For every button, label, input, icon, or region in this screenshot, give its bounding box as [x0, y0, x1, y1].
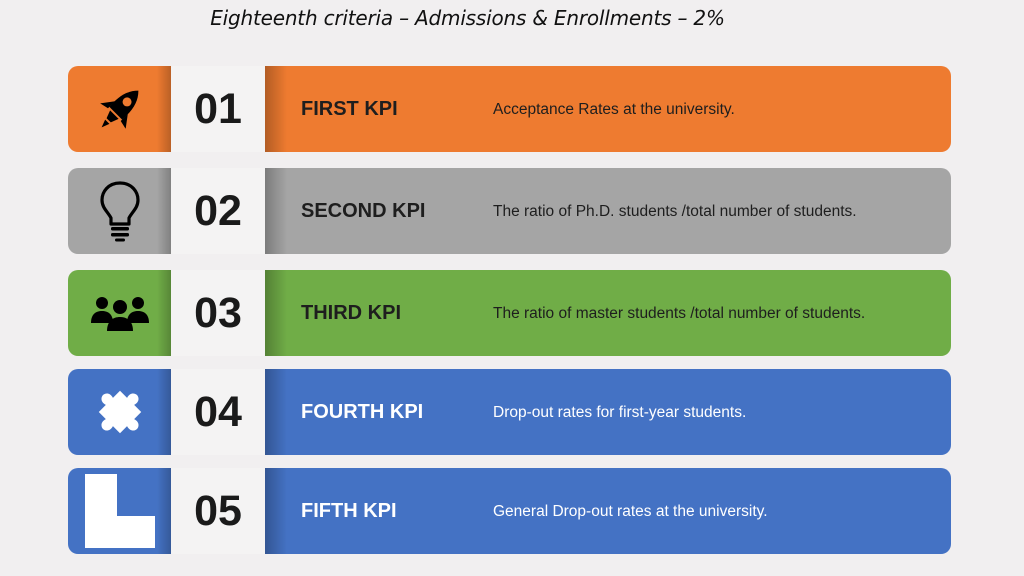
- kpi-row-4: 04 FOURTH KPI Drop-out rates for first-y…: [68, 369, 951, 455]
- kpi-description: Acceptance Rates at the university.: [493, 100, 735, 118]
- kpi-number: 02: [171, 168, 265, 254]
- page-title: Eighteenth criteria – Admissions & Enrol…: [210, 6, 725, 30]
- kpi-row-2: 02 SECOND KPI The ratio of Ph.D. student…: [68, 168, 951, 254]
- kpi-number: 04: [171, 369, 265, 455]
- kpi-number: 01: [171, 66, 265, 152]
- lightbulb-icon: [99, 181, 140, 242]
- kpi-content: SECOND KPI The ratio of Ph.D. students /…: [265, 168, 951, 254]
- kpi-icon-cell: [68, 66, 171, 152]
- kpi-icon-cell: [68, 270, 171, 356]
- kpi-label: SECOND KPI: [301, 199, 426, 222]
- rocket-icon: [99, 90, 138, 129]
- kpi-icon-cell: [68, 168, 171, 254]
- kpi-label: THIRD KPI: [301, 301, 401, 324]
- kpi-description: Drop-out rates for first-year students.: [493, 403, 747, 421]
- kpi-icon-cell: [68, 468, 171, 554]
- people-group-icon: [90, 297, 149, 331]
- kpi-number: 05: [171, 468, 265, 554]
- kpi-row-1: 01 FIRST KPI Acceptance Rates at the uni…: [68, 66, 951, 152]
- l-shape-icon: [84, 474, 155, 548]
- kpi-description: The ratio of master students /total numb…: [493, 304, 866, 322]
- kpi-row-5: 05 FIFTH KPI General Drop-out rates at t…: [68, 468, 951, 554]
- kpi-description: The ratio of Ph.D. students /total numbe…: [493, 202, 857, 220]
- kpi-label: FIFTH KPI: [301, 499, 397, 522]
- kpi-content: FIRST KPI Acceptance Rates at the univer…: [265, 66, 951, 152]
- kpi-content: FOURTH KPI Drop-out rates for first-year…: [265, 369, 951, 455]
- kpi-number: 03: [171, 270, 265, 356]
- kpi-label: FOURTH KPI: [301, 400, 424, 423]
- kpi-content: FIFTH KPI General Drop-out rates at the …: [265, 468, 951, 554]
- kpi-row-3: 03 THIRD KPI The ratio of master student…: [68, 270, 951, 356]
- puzzle-piece-icon: [98, 390, 141, 434]
- kpi-label: FIRST KPI: [301, 97, 398, 120]
- kpi-icon-cell: [68, 369, 171, 455]
- kpi-content: THIRD KPI The ratio of master students /…: [265, 270, 951, 356]
- kpi-description: General Drop-out rates at the university…: [493, 502, 768, 520]
